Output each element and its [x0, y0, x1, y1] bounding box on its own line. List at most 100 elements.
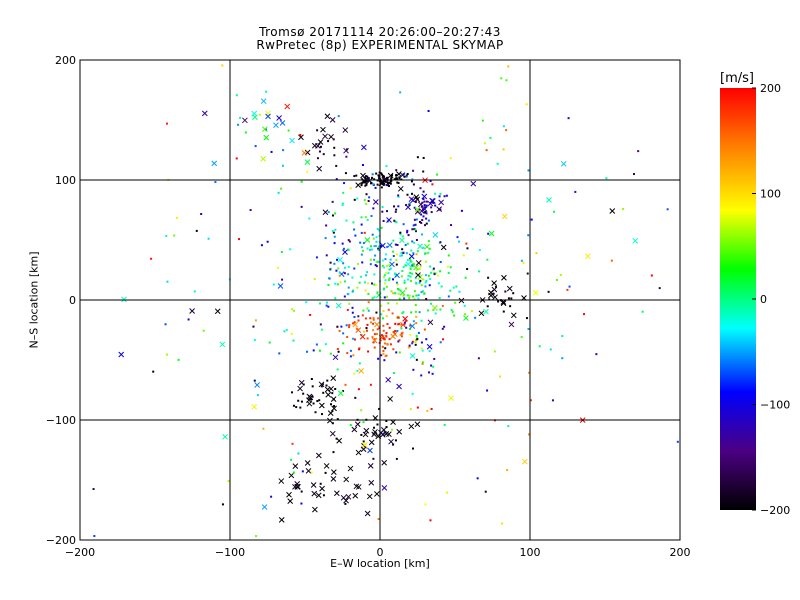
x-axis-ticks: −200 −100 0 100 200 [65, 546, 691, 559]
dot-marker [478, 270, 481, 273]
dot-marker [237, 238, 240, 241]
dot-marker [334, 282, 337, 285]
cross-marker [429, 197, 435, 204]
dot-marker [422, 190, 425, 193]
dot-marker [363, 281, 366, 284]
dot-marker [438, 296, 441, 299]
dot-marker [412, 224, 415, 227]
dot-marker [357, 319, 360, 322]
cross-marker [306, 393, 313, 400]
cross-marker [408, 253, 415, 260]
cross-marker [260, 98, 267, 105]
dot-marker [314, 411, 317, 414]
cross-marker [368, 479, 375, 486]
dot-marker [409, 259, 412, 262]
dot-marker [388, 181, 391, 184]
dot-marker [424, 503, 427, 506]
dot-marker [474, 316, 477, 319]
dot-marker [381, 206, 384, 209]
dot-marker [281, 164, 284, 167]
dot-marker [309, 313, 312, 316]
dot-marker [356, 262, 359, 265]
dot-marker [365, 182, 368, 185]
dot-marker [551, 399, 554, 402]
dot-marker [367, 282, 370, 285]
cross-marker [409, 323, 416, 329]
dot-marker [445, 194, 448, 197]
dot-marker [398, 351, 401, 354]
dot-marker [380, 354, 383, 357]
dot-marker [368, 196, 371, 199]
dot-marker [384, 258, 387, 261]
dot-marker [165, 234, 168, 237]
dot-marker [276, 266, 279, 269]
dot-marker [401, 235, 404, 238]
dot-marker [412, 263, 415, 266]
dot-marker [235, 157, 238, 160]
cross-marker [251, 403, 258, 410]
cross-marker [331, 469, 337, 475]
cross-marker [374, 321, 380, 328]
dot-marker [376, 227, 379, 230]
dot-marker [387, 278, 390, 281]
cross-marker [354, 421, 361, 428]
dot-marker [302, 383, 305, 386]
dot-marker [465, 242, 468, 245]
dot-marker [398, 297, 401, 300]
dot-marker [409, 333, 412, 336]
dot-marker [336, 368, 339, 371]
cross-marker [319, 485, 325, 492]
dot-marker [428, 350, 431, 353]
dot-marker [417, 208, 420, 211]
dot-marker [344, 383, 347, 386]
dot-marker [433, 273, 436, 276]
dot-marker [383, 282, 386, 285]
dot-marker [342, 191, 345, 194]
dot-marker [443, 195, 446, 198]
dot-marker [260, 244, 263, 247]
dot-marker [177, 358, 180, 361]
dot-marker [379, 179, 382, 182]
cross-marker [491, 280, 497, 286]
dot-marker [348, 324, 351, 327]
dot-marker [92, 488, 95, 491]
dot-marker [425, 279, 428, 282]
cross-marker [319, 402, 325, 409]
dot-marker [352, 221, 355, 224]
dot-marker [375, 265, 378, 268]
cross-marker [386, 431, 392, 438]
dot-marker [355, 174, 358, 177]
dot-marker [425, 212, 428, 215]
dot-marker [405, 252, 408, 255]
dot-marker [439, 308, 442, 311]
dot-marker [375, 332, 378, 335]
dot-marker [342, 247, 345, 250]
dot-marker [555, 279, 558, 282]
dot-marker [408, 297, 411, 300]
dot-marker [358, 281, 361, 284]
dot-marker [506, 469, 509, 472]
dot-marker [430, 211, 433, 214]
dot-marker [392, 348, 395, 351]
dot-marker [386, 245, 389, 248]
cross-marker [470, 180, 477, 187]
dot-marker [364, 216, 367, 219]
dot-marker [409, 324, 412, 327]
cross-marker [330, 476, 337, 482]
dot-marker [361, 314, 364, 317]
cross-marker [263, 134, 270, 141]
dot-marker [416, 156, 419, 159]
dot-marker [423, 200, 426, 203]
dot-marker [379, 339, 382, 342]
cross-marker [360, 172, 366, 179]
dot-marker [375, 236, 378, 239]
dot-marker [277, 191, 280, 194]
dot-marker [512, 292, 515, 295]
dot-marker [411, 240, 414, 243]
cross-marker [214, 308, 221, 315]
dot-marker [405, 174, 408, 177]
dot-marker [430, 364, 433, 367]
colorbar [720, 88, 756, 510]
dot-marker [300, 490, 303, 493]
dot-marker [496, 162, 499, 165]
